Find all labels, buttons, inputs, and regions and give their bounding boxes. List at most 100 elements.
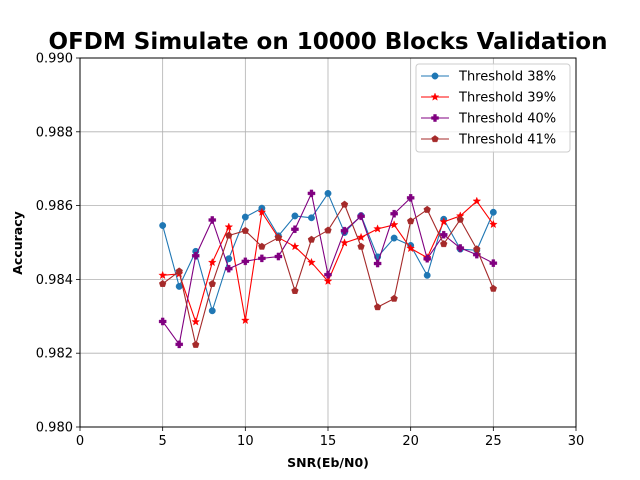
data-point xyxy=(291,286,299,294)
legend-marker xyxy=(431,114,439,122)
y-tick-label: 0.984 xyxy=(36,273,73,288)
data-point xyxy=(158,270,168,280)
x-tick-label: 15 xyxy=(320,434,337,449)
data-point xyxy=(225,231,233,239)
data-point xyxy=(440,240,448,248)
data-point xyxy=(175,340,183,349)
data-point xyxy=(257,207,267,216)
data-point xyxy=(224,222,234,231)
data-point xyxy=(340,226,349,235)
data-point xyxy=(406,243,416,253)
data-point xyxy=(407,217,415,225)
data-point xyxy=(208,279,216,287)
y-tick-label: 0.990 xyxy=(36,52,73,67)
series-3 xyxy=(158,189,498,349)
data-point xyxy=(240,315,250,325)
data-point xyxy=(373,224,382,233)
legend-label: Threshold 40% xyxy=(458,112,556,127)
legend-entry: Threshold 40% xyxy=(421,112,556,127)
data-point xyxy=(340,200,349,208)
data-point xyxy=(357,212,365,221)
x-tick-label: 30 xyxy=(568,434,585,449)
data-point xyxy=(373,303,382,311)
data-point xyxy=(356,232,366,242)
data-point xyxy=(390,209,398,218)
legend-label: Threshold 41% xyxy=(458,133,556,148)
data-point xyxy=(324,189,332,197)
data-point xyxy=(308,214,315,222)
data-point xyxy=(274,252,283,261)
data-point xyxy=(241,213,249,221)
data-point xyxy=(208,307,216,315)
legend-marker xyxy=(431,135,439,143)
data-point xyxy=(191,252,200,260)
data-point xyxy=(175,267,183,275)
data-point xyxy=(241,226,249,234)
data-point xyxy=(307,257,316,267)
data-point xyxy=(340,238,349,247)
data-point xyxy=(191,317,201,326)
data-point xyxy=(456,215,464,223)
data-point xyxy=(472,196,482,205)
x-tick-label: 25 xyxy=(485,434,502,449)
data-point xyxy=(291,225,299,233)
data-point xyxy=(208,216,217,224)
data-point xyxy=(456,244,465,252)
data-point xyxy=(258,254,266,263)
data-point xyxy=(159,222,167,229)
y-tick-label: 0.986 xyxy=(36,199,73,214)
data-point xyxy=(489,259,498,267)
data-point xyxy=(439,230,448,239)
data-point xyxy=(274,233,283,241)
legend-label: Threshold 39% xyxy=(458,91,556,106)
legend-entry: Threshold 38% xyxy=(421,70,556,85)
series-2 xyxy=(158,196,498,326)
legend-entry: Threshold 39% xyxy=(421,91,556,106)
data-point xyxy=(488,219,498,229)
legend-marker xyxy=(431,72,439,80)
x-tick-label: 0 xyxy=(76,434,84,449)
data-point xyxy=(406,194,415,202)
data-point xyxy=(159,279,167,287)
data-point xyxy=(307,235,316,243)
data-point xyxy=(373,259,382,268)
data-point xyxy=(241,257,250,266)
x-tick-label: 20 xyxy=(402,434,419,449)
legend-entry: Threshold 41% xyxy=(421,133,556,148)
data-point xyxy=(489,208,497,216)
axis-ticks: 0 5 10 15 20 25 30 0.980 0.982 0.984 0.986 0.988 0.9… xyxy=(36,52,584,450)
y-axis-label: Accuracy xyxy=(10,211,25,275)
data-point xyxy=(207,257,217,267)
data-point xyxy=(175,282,183,290)
y-tick-label: 0.988 xyxy=(36,125,73,140)
y-tick-label: 0.982 xyxy=(36,347,73,362)
legend-label: Threshold 38% xyxy=(458,70,556,85)
x-tick-label: 5 xyxy=(159,434,167,449)
data-point xyxy=(390,234,398,242)
y-tick-label: 0.980 xyxy=(36,421,73,436)
legend: Threshold 38% Threshold 39% Threshold 40% T… xyxy=(415,63,571,153)
data-point xyxy=(489,284,497,292)
series-4 xyxy=(159,200,497,348)
data-point xyxy=(307,189,316,198)
x-tick-label: 10 xyxy=(237,434,254,449)
data-point xyxy=(158,317,167,326)
data-point xyxy=(423,271,431,279)
data-point xyxy=(192,340,200,348)
data-point xyxy=(439,217,449,226)
data-point xyxy=(225,264,233,273)
data-point xyxy=(324,270,332,279)
data-point xyxy=(423,254,431,263)
chart-title: OFDM Simulate on 10000 Blocks Validation xyxy=(49,29,608,55)
data-point xyxy=(473,245,481,253)
legend-box xyxy=(415,63,571,153)
x-axis-label: SNR(Eb/N0) xyxy=(287,455,369,470)
data-point xyxy=(357,242,365,250)
data-point xyxy=(324,226,332,234)
data-point xyxy=(323,276,333,285)
series-layer xyxy=(158,189,498,349)
data-point xyxy=(291,212,299,220)
data-point xyxy=(258,242,266,250)
legend-marker xyxy=(430,92,440,101)
